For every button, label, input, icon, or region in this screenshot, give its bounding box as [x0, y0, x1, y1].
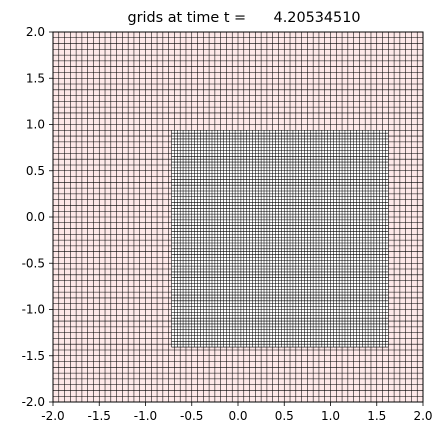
y-tick-label: 2.0	[26, 25, 45, 39]
grid-fine	[172, 130, 389, 347]
x-tick-label: -1.5	[88, 409, 111, 423]
chart-title: grids at time t = 4.20534510	[127, 10, 360, 26]
y-tick-label: -2.0	[22, 395, 45, 409]
y-tick-label: 1.0	[26, 118, 45, 132]
x-tick-label: 2.0	[413, 409, 432, 423]
x-tick-label: 1.0	[321, 409, 340, 423]
y-tick-label: 0.5	[26, 164, 45, 178]
plot-area	[53, 32, 423, 402]
x-tick-label: 0.0	[228, 409, 247, 423]
y-tick-label: 0.0	[26, 210, 45, 224]
y-tick-label: -0.5	[22, 256, 45, 270]
x-tick-label: -1.0	[134, 409, 157, 423]
x-tick-label: 0.5	[275, 409, 294, 423]
x-tick-label: -2.0	[41, 409, 64, 423]
y-tick-label: -1.5	[22, 349, 45, 363]
grid-layer	[53, 32, 423, 402]
x-tick-label: 1.5	[367, 409, 386, 423]
grid-fine-background	[172, 130, 389, 347]
x-tick-label: -0.5	[180, 409, 203, 423]
y-tick-label: -1.0	[22, 303, 45, 317]
y-tick-label: 1.5	[26, 71, 45, 85]
